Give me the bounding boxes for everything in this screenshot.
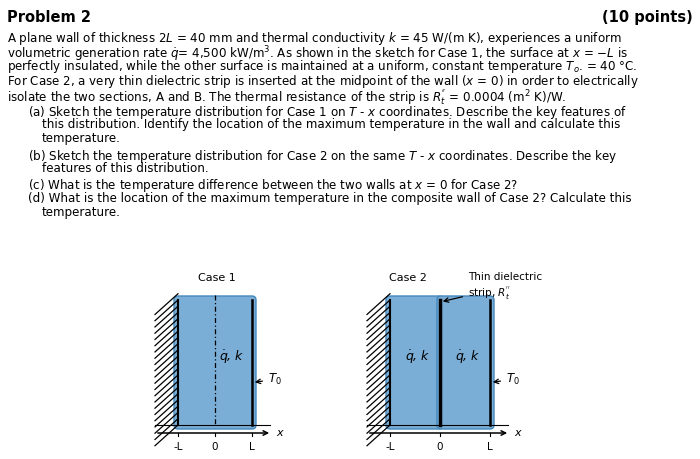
Text: A plane wall of thickness $2L$ = 40 mm and thermal conductivity $k$ = 45 W/(m K): A plane wall of thickness $2L$ = 40 mm a… xyxy=(7,30,622,47)
Text: $\dot{q}$, $k$: $\dot{q}$, $k$ xyxy=(405,349,430,366)
Text: this distribution. Identify the location of the maximum temperature in the wall : this distribution. Identify the location… xyxy=(42,118,620,131)
Text: features of this distribution.: features of this distribution. xyxy=(42,162,209,175)
Text: L: L xyxy=(487,442,493,452)
Text: perfectly insulated, while the other surface is maintained at a uniform, constan: perfectly insulated, while the other sur… xyxy=(7,58,638,75)
Text: (a) Sketch the temperature distribution for Case 1 on $T$ - $x$ coordinates. Des: (a) Sketch the temperature distribution … xyxy=(28,104,627,121)
FancyBboxPatch shape xyxy=(174,296,256,429)
Text: $\dot{q}$, $k$: $\dot{q}$, $k$ xyxy=(219,349,244,366)
Text: For Case 2, a very thin dielectric strip is inserted at the midpoint of the wall: For Case 2, a very thin dielectric strip… xyxy=(7,73,638,90)
Text: -L: -L xyxy=(385,442,395,452)
Text: Case 2: Case 2 xyxy=(389,273,427,283)
Text: $x$: $x$ xyxy=(514,428,523,438)
Text: $T_0$: $T_0$ xyxy=(494,372,520,387)
Text: $\dot{q}$, $k$: $\dot{q}$, $k$ xyxy=(455,349,480,366)
Text: $x$: $x$ xyxy=(276,428,285,438)
FancyBboxPatch shape xyxy=(437,296,494,429)
Text: (c) What is the temperature difference between the two walls at $x$ = 0 for Case: (c) What is the temperature difference b… xyxy=(28,177,519,194)
Text: -L: -L xyxy=(174,442,183,452)
Text: 0: 0 xyxy=(211,442,218,452)
Text: isolate the two sections, A and B. The thermal resistance of the strip is $R_t^{: isolate the two sections, A and B. The t… xyxy=(7,87,566,106)
Text: (d) What is the location of the maximum temperature in the composite wall of Cas: (d) What is the location of the maximum … xyxy=(28,192,631,205)
Text: Thin dielectric
strip, $R_t^{''}$: Thin dielectric strip, $R_t^{''}$ xyxy=(444,272,542,302)
FancyBboxPatch shape xyxy=(386,296,443,429)
Text: $T_0$: $T_0$ xyxy=(256,372,282,387)
Text: 0: 0 xyxy=(437,442,443,452)
Text: L: L xyxy=(249,442,255,452)
Text: (b) Sketch the temperature distribution for Case 2 on the same $T$ - $x$ coordin: (b) Sketch the temperature distribution … xyxy=(28,148,617,165)
Text: Case 1: Case 1 xyxy=(198,273,236,283)
Text: temperature.: temperature. xyxy=(42,132,121,146)
Text: (10 points): (10 points) xyxy=(602,10,693,25)
Text: Problem 2: Problem 2 xyxy=(7,10,91,25)
Text: volumetric generation rate $\dot{q}$= 4,500 kW/m$^3$. As shown in the sketch for: volumetric generation rate $\dot{q}$= 4,… xyxy=(7,44,628,64)
Text: temperature.: temperature. xyxy=(42,207,121,219)
